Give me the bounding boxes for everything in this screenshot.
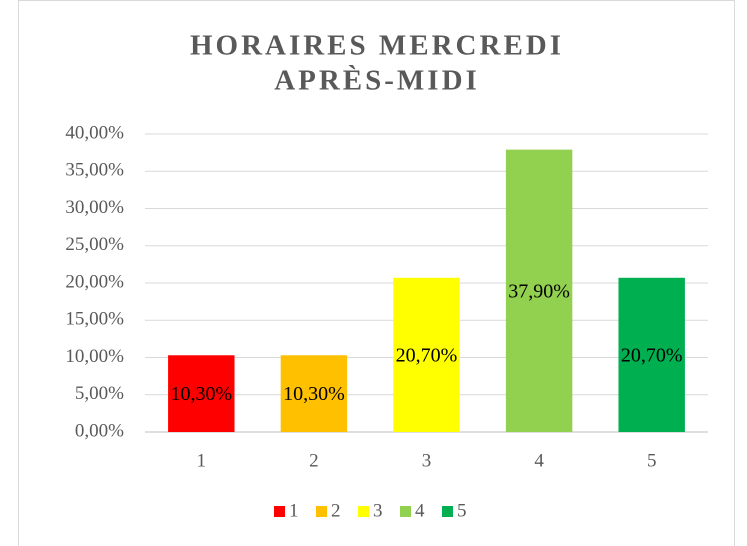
x-tick-label: 2 <box>309 450 319 471</box>
y-tick-label: 25,00% <box>65 234 124 255</box>
legend-label: 3 <box>373 500 383 521</box>
y-tick-label: 5,00% <box>75 383 124 404</box>
data-label: 10,30% <box>283 383 345 405</box>
x-tick-label: 5 <box>647 450 657 471</box>
legend-swatch <box>400 506 411 517</box>
bar <box>393 277 460 432</box>
chart-border <box>18 0 735 546</box>
y-tick-label: 10,00% <box>65 346 124 367</box>
x-tick-label: 4 <box>534 450 544 471</box>
data-label: 20,70% <box>621 344 683 366</box>
data-label: 10,30% <box>170 383 232 405</box>
chart-title: HORAIRES MERCREDI <box>190 30 564 62</box>
legend-swatch <box>316 506 327 517</box>
y-tick-label: 40,00% <box>65 122 124 143</box>
data-label: 37,90% <box>508 280 570 302</box>
legend-label: 2 <box>331 500 341 521</box>
y-tick-label: 15,00% <box>65 309 124 330</box>
legend-swatch <box>274 506 285 517</box>
x-tick-label: 3 <box>422 450 432 471</box>
legend-label: 4 <box>415 500 425 521</box>
legend-label: 1 <box>289 500 299 521</box>
bar <box>280 355 348 432</box>
legend-label: 5 <box>457 500 467 521</box>
y-tick-label: 30,00% <box>65 197 124 218</box>
chart-title: APRÈS-MIDI <box>274 64 480 97</box>
y-tick-label: 0,00% <box>75 420 124 441</box>
y-tick-label: 20,00% <box>65 271 124 292</box>
bar <box>505 149 573 432</box>
legend-swatch <box>442 506 453 517</box>
data-label: 20,70% <box>396 344 458 366</box>
bar <box>618 277 685 432</box>
legend-swatch <box>358 506 369 517</box>
bar <box>168 355 235 432</box>
y-tick-label: 35,00% <box>65 160 124 181</box>
x-tick-label: 1 <box>197 450 207 471</box>
